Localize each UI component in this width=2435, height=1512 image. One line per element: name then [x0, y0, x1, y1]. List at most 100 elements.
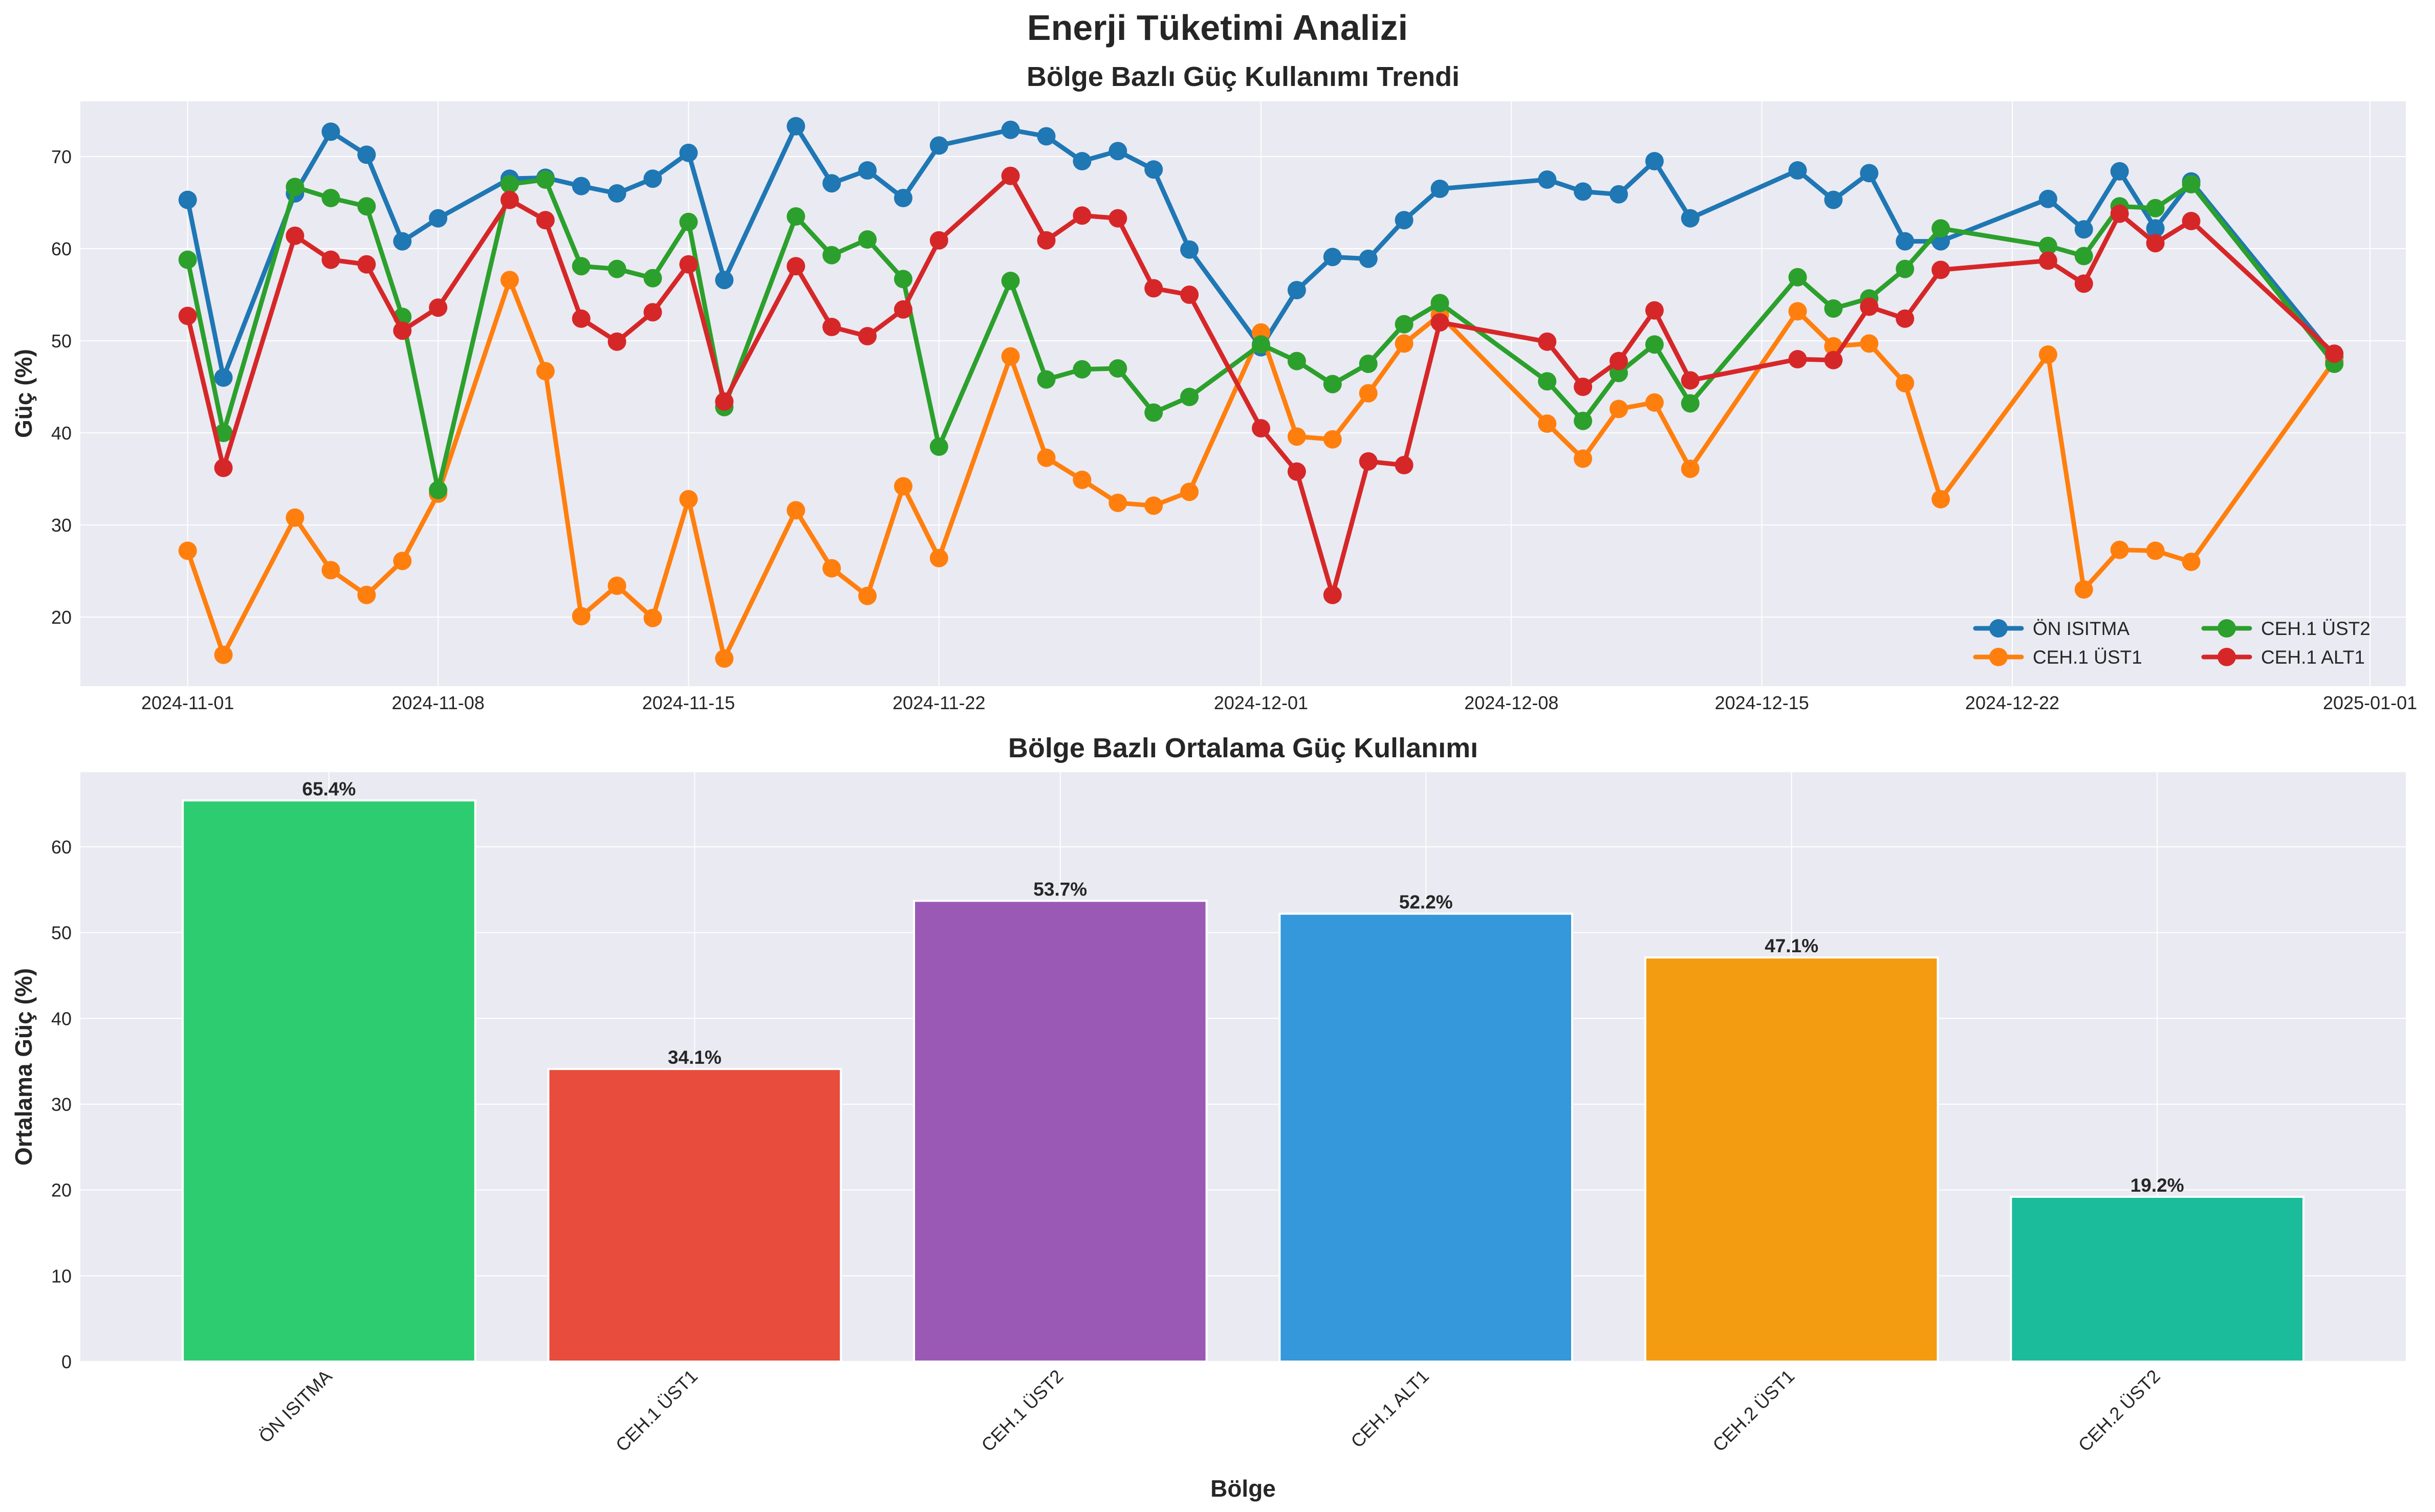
data-point-ceh-1-ust1: [178, 541, 197, 560]
line-chart-x-tick-label: 2024-11-08: [392, 692, 484, 713]
data-point-ceh-1-ust2: [822, 246, 841, 265]
line-chart-title: Bölge Bazlı Güç Kullanımı Trendi: [1027, 61, 1460, 92]
data-point-ceh-1-alt1: [1610, 352, 1628, 370]
data-point-ceh-1-ust2: [429, 480, 448, 499]
data-point-on-isitma: [572, 177, 591, 195]
data-point-on-isitma: [1681, 209, 1700, 228]
data-point-ceh-1-ust1: [1001, 347, 1020, 366]
data-point-ceh-1-alt1: [787, 257, 806, 276]
line-chart-y-tick-label: 60: [51, 238, 72, 259]
data-point-ceh-1-alt1: [607, 332, 626, 351]
data-point-ceh-1-ust2: [286, 178, 305, 196]
data-point-on-isitma: [1610, 185, 1628, 204]
data-point-ceh-1-ust1: [1896, 374, 1915, 392]
data-point-ceh-1-ust1: [1860, 334, 1879, 353]
data-point-ceh-1-ust1: [607, 576, 626, 595]
data-point-ceh-1-alt1: [715, 392, 734, 411]
data-point-ceh-1-ust2: [536, 170, 555, 189]
bar-chart-y-tick-label: 60: [51, 837, 72, 858]
data-point-ceh-1-alt1: [679, 255, 698, 274]
data-point-ceh-1-ust2: [572, 257, 591, 276]
data-point-ceh-1-alt1: [1108, 209, 1127, 228]
data-point-ceh-1-ust2: [1788, 268, 1807, 287]
data-point-ceh-1-alt1: [1574, 378, 1593, 396]
data-point-on-isitma: [1144, 160, 1163, 179]
data-point-ceh-1-ust2: [858, 230, 877, 249]
data-point-ceh-1-ust1: [1788, 302, 1807, 321]
data-point-ceh-1-ust1: [1395, 334, 1414, 353]
line-chart-x-tick-label: 2024-12-15: [1715, 692, 1809, 713]
data-point-ceh-1-alt1: [357, 255, 376, 274]
data-point-ceh-1-alt1: [1252, 419, 1270, 437]
bar-chart-title: Bölge Bazlı Ortalama Güç Kullanımı: [1008, 733, 1478, 763]
data-point-ceh-1-alt1: [1323, 585, 1342, 604]
legend-swatch-marker: [2217, 648, 2236, 666]
line-chart: Bölge Bazlı Güç Kullanımı Trendi Güç (%)…: [10, 61, 2417, 713]
bar-chart-bars: 65.4% 34.1% 53.7% 52.2% 47.1% 19.2%: [182, 778, 2304, 1363]
data-point-on-isitma: [679, 143, 698, 162]
data-point-ceh-1-ust2: [1574, 411, 1593, 430]
data-point-ceh-1-ust2: [1073, 360, 1092, 379]
data-point-ceh-1-ust1: [2182, 553, 2201, 571]
data-point-ceh-1-ust1: [1287, 427, 1306, 446]
bar-chart-y-tick-label: 50: [51, 923, 72, 944]
data-point-ceh-1-alt1: [929, 231, 948, 250]
data-point-on-isitma: [1645, 152, 1664, 170]
data-point-ceh-1-alt1: [1287, 462, 1306, 481]
data-point-on-isitma: [607, 184, 626, 203]
line-chart-x-tick-label: 2024-12-01: [1214, 692, 1308, 713]
data-point-ceh-1-alt1: [1931, 260, 1950, 279]
line-chart-x-tick-label: 2024-11-01: [141, 692, 234, 713]
data-point-ceh-1-ust2: [929, 437, 948, 456]
data-point-on-isitma: [214, 368, 233, 387]
data-point-ceh-1-ust1: [1645, 393, 1664, 412]
data-point-on-isitma: [787, 117, 806, 136]
line-chart-x-tick-label: 2024-12-08: [1464, 692, 1558, 713]
bar-chart-y-tick-labels: 0 10 20 30 40 50 60: [51, 837, 72, 1372]
data-point-ceh-1-ust1: [2146, 541, 2165, 560]
data-point-on-isitma: [1574, 182, 1593, 201]
data-point-ceh-1-ust2: [1824, 299, 1843, 318]
data-point-ceh-1-alt1: [178, 306, 197, 325]
data-point-ceh-1-ust2: [607, 259, 626, 278]
data-point-ceh-1-ust2: [1323, 375, 1342, 393]
data-point-ceh-1-ust2: [1896, 259, 1915, 278]
data-point-ceh-1-alt1: [2325, 344, 2344, 363]
data-point-ceh-1-ust1: [286, 508, 305, 527]
data-point-ceh-1-ust1: [929, 549, 948, 567]
data-point-on-isitma: [2074, 220, 2093, 239]
data-point-ceh-1-ust1: [1359, 384, 1378, 403]
bar-chart-x-tick-label: CEH.1 ALT1: [1346, 1366, 1433, 1452]
data-point-ceh-1-alt1: [1395, 456, 1414, 474]
legend-label: ÖN ISITMA: [2033, 618, 2129, 639]
bar-chart-x-tick-label: CEH.1 ÜST2: [977, 1366, 1067, 1456]
legend-item-ceh-1-ust1: CEH.1 ÜST1: [1973, 647, 2142, 668]
data-point-ceh-1-ust1: [393, 552, 412, 571]
data-point-ceh-1-ust2: [1287, 352, 1306, 370]
bar-data-label: 53.7%: [1033, 879, 1087, 900]
bar-chart-y-tick-label: 40: [51, 1008, 72, 1029]
bar-chart-ylabel: Ortalama Güç (%): [10, 968, 37, 1166]
line-chart-y-tick-label: 70: [51, 146, 72, 167]
data-point-ceh-1-ust2: [1252, 335, 1270, 354]
data-point-on-isitma: [2146, 219, 2165, 238]
data-point-on-isitma: [1037, 127, 1056, 146]
data-point-ceh-1-ust1: [1108, 493, 1127, 512]
data-point-ceh-1-ust2: [214, 424, 233, 442]
data-point-ceh-1-ust1: [858, 586, 877, 605]
data-point-ceh-1-alt1: [572, 309, 591, 328]
data-point-on-isitma: [1108, 142, 1127, 161]
bar-data-label: 19.2%: [2130, 1175, 2184, 1196]
data-point-ceh-1-alt1: [500, 190, 519, 209]
data-point-ceh-1-ust1: [1538, 414, 1557, 433]
data-point-ceh-1-ust1: [643, 608, 662, 627]
line-chart-x-tick-label: 2024-12-22: [1965, 692, 2059, 713]
line-chart-ylabel: Güç (%): [10, 349, 37, 438]
data-point-ceh-1-ust2: [1359, 355, 1378, 373]
line-chart-y-tick-label: 30: [51, 515, 72, 536]
data-point-ceh-1-ust1: [2038, 345, 2057, 364]
data-point-ceh-1-ust2: [2182, 175, 2201, 193]
legend-swatch-marker: [1989, 648, 2008, 666]
data-point-on-isitma: [1788, 161, 1807, 180]
